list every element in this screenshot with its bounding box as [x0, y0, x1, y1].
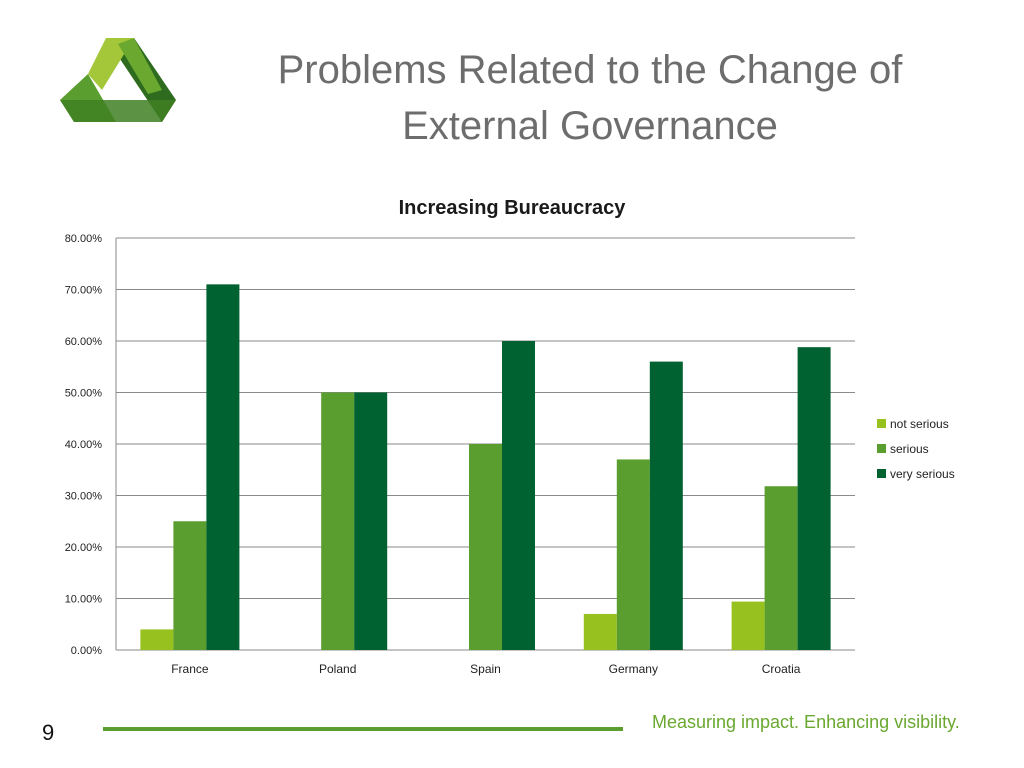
y-tick-label: 80.00%: [65, 233, 103, 245]
bar-very-serious-spain: [502, 341, 535, 650]
bar-serious-croatia: [764, 486, 798, 650]
bar-very-serious-poland: [354, 392, 388, 650]
bar-very-serious-germany: [649, 361, 683, 650]
bar-not-serious-germany: [583, 613, 617, 650]
slide-title: Problems Related to the Change of Externa…: [277, 48, 903, 148]
legend-label: not serious: [890, 417, 949, 431]
bar-very-serious-france: [206, 284, 240, 650]
y-tick-label: 30.00%: [65, 491, 103, 503]
x-category-label: Croatia: [762, 662, 801, 676]
y-tick-label: 10.00%: [65, 594, 103, 606]
y-tick-label: 0.00%: [71, 645, 102, 657]
page-number: 9: [42, 720, 55, 745]
y-tick-label: 60.00%: [65, 336, 103, 348]
y-tick-label: 50.00%: [65, 388, 103, 400]
y-tick-label: 40.00%: [65, 439, 103, 451]
bar-serious-france: [173, 521, 207, 650]
legend-swatch: [877, 444, 886, 453]
bar-chart: Increasing Bureaucracy 0.00% 10.00% 20.00%…: [65, 197, 955, 676]
x-category-label: Germany: [609, 662, 658, 676]
legend-swatch: [877, 469, 886, 478]
bar-not-serious-france: [140, 629, 174, 650]
x-category-label: France: [171, 662, 209, 676]
legend-label: serious: [890, 442, 929, 456]
bar-not-serious-croatia: [731, 601, 765, 650]
tagline: Measuring impact. Enhancing visibility.: [652, 712, 960, 732]
y-tick-label: 70.00%: [65, 285, 103, 297]
bar-very-serious-croatia: [797, 347, 831, 650]
x-category-label: Poland: [319, 662, 356, 676]
triangle-logo-icon: [60, 38, 176, 122]
legend-label: very serious: [890, 467, 955, 481]
x-category-label: Spain: [470, 662, 501, 676]
y-tick-label: 20.00%: [65, 542, 103, 554]
footer-divider: [103, 727, 623, 731]
bar-serious-spain: [469, 444, 502, 650]
chart-title: Increasing Bureaucracy: [399, 197, 627, 219]
legend-swatch: [877, 419, 886, 428]
bar-serious-germany: [616, 459, 650, 650]
bar-serious-poland: [321, 392, 355, 650]
